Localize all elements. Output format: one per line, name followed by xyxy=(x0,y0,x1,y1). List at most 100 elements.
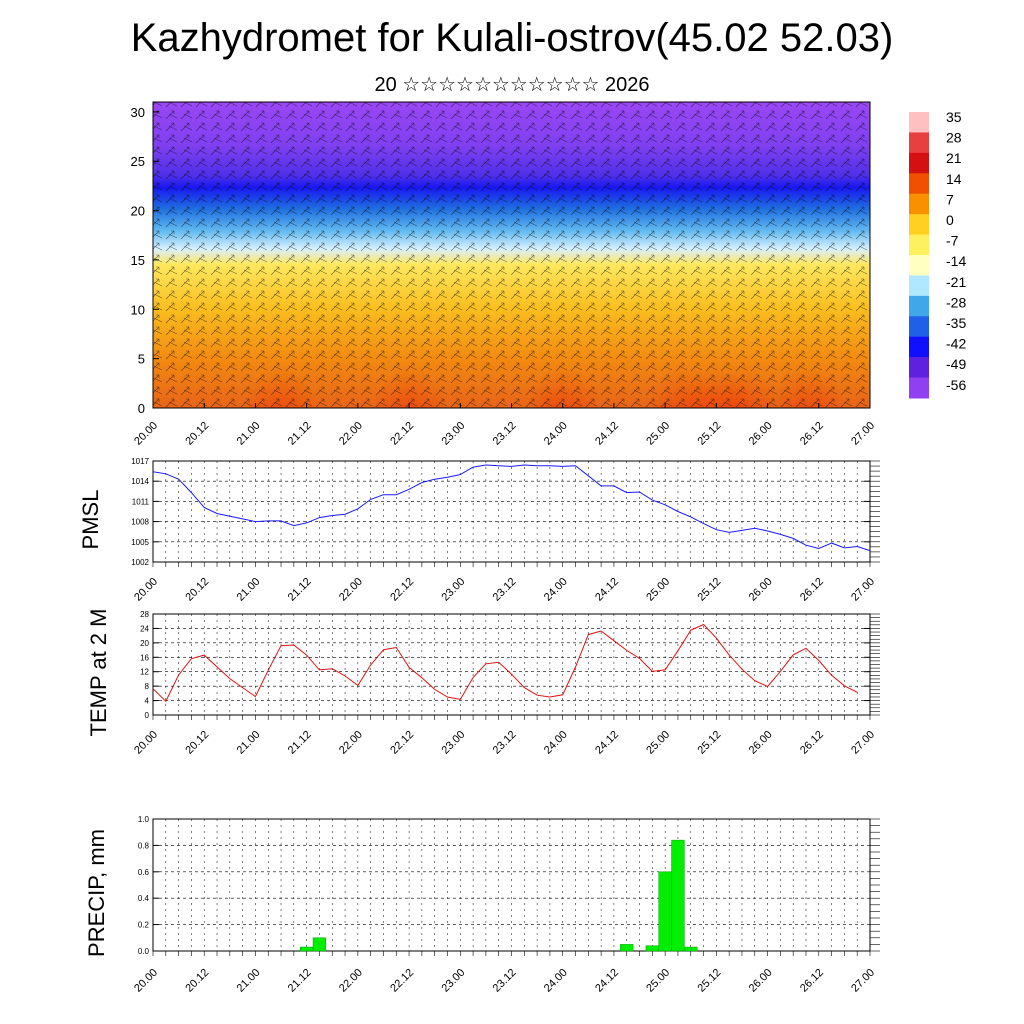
y-tick-label: 10 xyxy=(131,302,145,317)
wind-vectors xyxy=(153,102,870,408)
colorbar-swatch xyxy=(909,377,929,399)
x-tick-label: 23.00 xyxy=(439,967,467,995)
colorbar-swatch xyxy=(909,152,929,174)
colorbar-swatch xyxy=(909,357,929,379)
precip-bar xyxy=(671,839,685,952)
y-tick-label: 1002 xyxy=(131,558,149,567)
colorbar-swatch xyxy=(909,193,929,215)
series-line xyxy=(152,623,858,703)
x-tick-label: 24.12 xyxy=(593,420,621,448)
precip-bar xyxy=(645,945,659,952)
x-tick-label: 24.00 xyxy=(542,729,570,757)
y-axis-label: PRECIP, mm xyxy=(84,829,109,957)
x-tick-label: 24.00 xyxy=(542,967,570,995)
x-tick-label: 23.12 xyxy=(491,420,519,448)
colorbar-label: -14 xyxy=(946,253,966,269)
x-tick-label: 21.00 xyxy=(235,420,263,448)
colorbar-label: -28 xyxy=(946,294,966,310)
x-tick-label: 22.12 xyxy=(388,420,416,448)
precip-bar xyxy=(684,946,698,952)
precip-bar xyxy=(620,944,634,952)
x-tick-label: 24.00 xyxy=(542,420,570,448)
x-tick-label: 20.00 xyxy=(132,729,160,757)
colorbar-label: 7 xyxy=(946,191,954,207)
y-tick-label: 0.6 xyxy=(138,868,150,877)
colorbar-swatch xyxy=(909,316,929,338)
y-tick-label: 25 xyxy=(131,154,145,169)
colorbar-label: -7 xyxy=(946,233,959,249)
cross-section-panel: 0 5 10 15 20 25 30 20.00 20.12 21.00 21.12 22.00 22.… xyxy=(131,101,877,448)
x-tick-label: 20.12 xyxy=(183,729,211,757)
y-tick-label: 0.8 xyxy=(138,841,150,850)
x-tick-label: 22.12 xyxy=(388,967,416,995)
date-subtitle: 20 ☆☆☆☆☆☆☆☆☆☆☆ 2026 xyxy=(374,74,650,96)
x-tick-label: 22.00 xyxy=(337,967,365,995)
colorbar-swatch xyxy=(909,255,929,276)
y-tick-label: 0 xyxy=(138,401,145,416)
x-tick-label: 21.12 xyxy=(286,576,314,604)
x-tick-label: 21.12 xyxy=(286,729,314,757)
x-tick-label: 25.00 xyxy=(644,576,672,604)
y-tick-label: 5 xyxy=(138,352,145,367)
y-tick-label: 28 xyxy=(140,610,149,619)
x-tick-label: 27.00 xyxy=(849,729,877,757)
colorbar-label: 28 xyxy=(946,130,962,146)
colorbar-swatch xyxy=(909,275,929,297)
x-tick-label: 22.00 xyxy=(337,576,365,604)
y-axis-label: PMSL xyxy=(78,490,103,550)
colorbar-swatch xyxy=(909,132,929,154)
x-tick-label: 23.00 xyxy=(439,420,467,448)
y-tick-label: 0.2 xyxy=(138,921,150,930)
x-tick-label: 26.00 xyxy=(747,576,775,604)
y-tick-label: 1011 xyxy=(132,497,150,506)
temperature-panel: 0 4 8 12 16 20 24 28 20.00 20.12 21.00 21.12 22.00 22… xyxy=(86,609,880,757)
x-tick-label: 22.12 xyxy=(388,729,416,757)
x-tick-label: 21.12 xyxy=(286,420,314,448)
x-tick-label: 24.12 xyxy=(593,967,621,995)
colorbar-label: -56 xyxy=(946,377,966,393)
x-tick-label: 27.00 xyxy=(849,576,877,604)
pmsl-panel: 1002 1005 1008 1011 1014 1017 20.00 20.12 21.00 2… xyxy=(78,457,880,604)
y-tick-label: 0.0 xyxy=(138,947,150,956)
colorbar-label: 0 xyxy=(946,212,954,228)
x-tick-label: 20.00 xyxy=(132,576,160,604)
x-tick-label: 23.00 xyxy=(439,576,467,604)
x-tick-label: 27.00 xyxy=(849,967,877,995)
y-tick-label: 1017 xyxy=(131,457,149,466)
x-tick-label: 23.12 xyxy=(491,729,519,757)
x-tick-label: 26.00 xyxy=(747,967,775,995)
y-tick-label: 1.0 xyxy=(138,815,150,824)
x-tick-label: 20.12 xyxy=(183,576,211,604)
colorbar-swatch xyxy=(909,112,929,133)
x-tick-label: 25.12 xyxy=(696,576,724,604)
colorbar-swatch xyxy=(909,173,929,195)
colorbar: 35 28 21 14 7 0 -7 -14 -21 -28 -35 -42 -49 -56 xyxy=(909,109,966,399)
x-tick-label: 23.12 xyxy=(491,967,519,995)
y-tick-label: 1014 xyxy=(131,477,149,486)
x-tick-label: 23.12 xyxy=(491,576,519,604)
y-tick-label: 16 xyxy=(140,653,149,662)
x-tick-label: 25.00 xyxy=(644,729,672,757)
y-tick-label: 24 xyxy=(140,624,149,633)
x-tick-label: 26.12 xyxy=(798,729,826,757)
page-title: Kazhydromet for Kulali-ostrov(45.02 52.0… xyxy=(130,16,894,60)
x-tick-label: 25.12 xyxy=(696,420,724,448)
x-tick-label: 26.12 xyxy=(798,420,826,448)
precip-bar xyxy=(299,946,314,952)
x-tick-label: 24.12 xyxy=(593,729,621,757)
colorbar-swatch xyxy=(909,234,929,256)
y-tick-label: 1008 xyxy=(131,518,149,527)
colorbar-label: -21 xyxy=(946,274,966,290)
colorbar-swatch xyxy=(909,336,929,358)
y-tick-label: 20 xyxy=(131,204,145,219)
precip-bar xyxy=(312,937,327,952)
x-tick-label: 22.12 xyxy=(388,576,416,604)
x-tick-label: 20.00 xyxy=(132,420,160,448)
y-tick-label: 30 xyxy=(131,105,145,120)
x-tick-label: 21.00 xyxy=(235,729,263,757)
y-tick-label: 0.4 xyxy=(138,894,150,903)
x-tick-label: 26.00 xyxy=(747,729,775,757)
y-tick-label: 20 xyxy=(140,639,149,648)
x-tick-label: 23.00 xyxy=(439,729,467,757)
